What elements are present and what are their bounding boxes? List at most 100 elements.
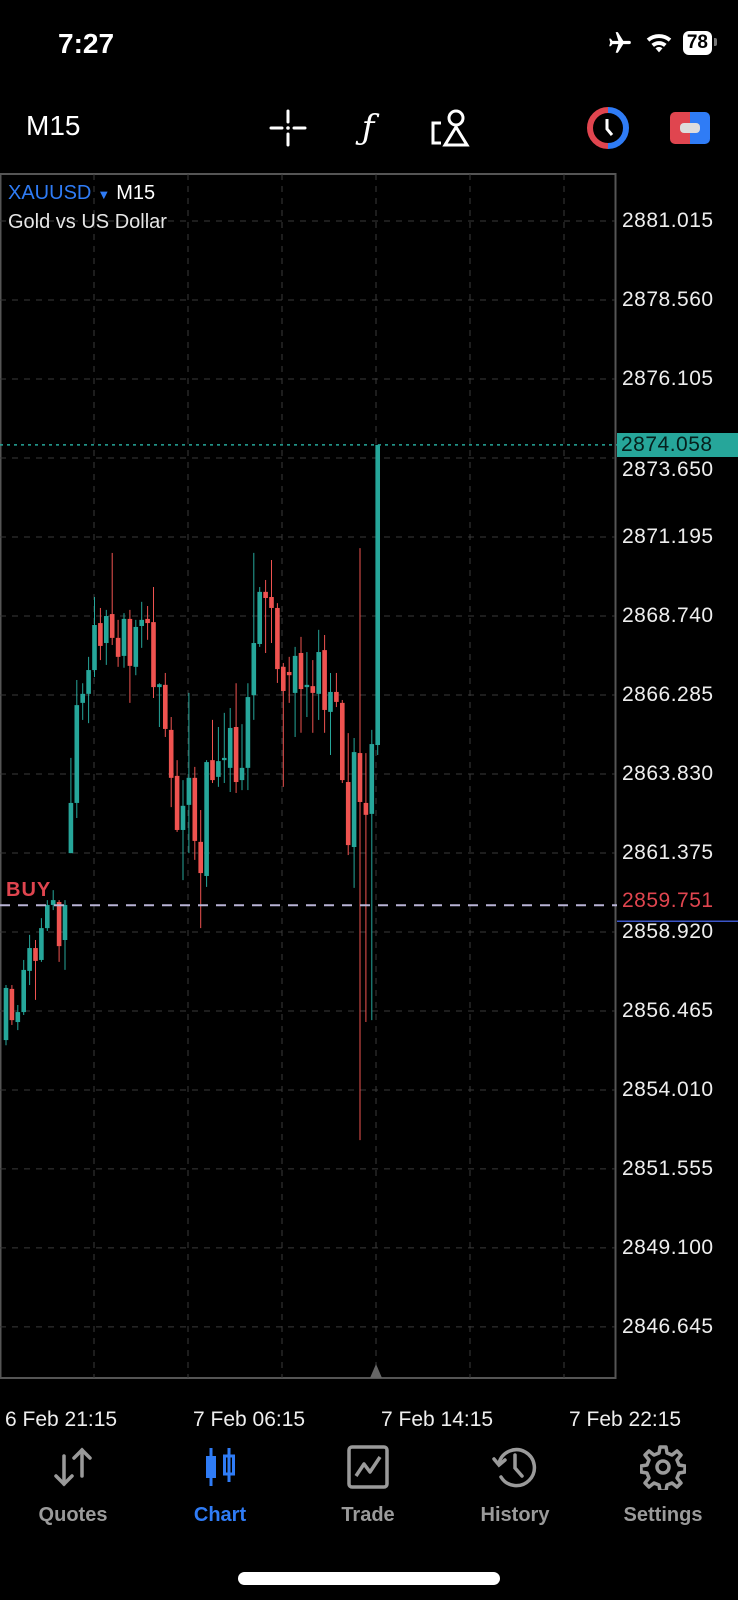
one-click-trading-icon[interactable] — [586, 106, 630, 150]
candle-bear — [192, 777, 198, 841]
symbol-selector[interactable]: XAUUSD ▼ M15 — [8, 182, 155, 205]
candle-bull — [328, 691, 333, 712]
price-tick-label: 2878.560 — [622, 288, 714, 312]
candle-bull — [227, 727, 233, 768]
timeframe-button[interactable]: M15 — [26, 110, 81, 141]
chart-candles-icon — [160, 1440, 280, 1494]
price-tick-label: 2871.195 — [622, 525, 714, 548]
candle-bull — [304, 684, 310, 688]
chart-frame — [0, 173, 617, 1379]
candle-bull — [74, 705, 80, 803]
candle-bull — [351, 752, 357, 848]
candle-bull — [186, 777, 192, 805]
tab-label: History — [480, 1504, 550, 1526]
price-tick-label: 2849.100 — [622, 1235, 714, 1259]
dropdown-arrow-icon: ▼ — [97, 187, 111, 202]
candle-bull — [92, 625, 97, 671]
price-tick-label: 2851.555 — [622, 1156, 714, 1180]
candle-bull — [292, 655, 298, 693]
candle-bear — [363, 802, 369, 815]
symbol-name: XAUUSD — [8, 182, 92, 204]
candle-bear — [127, 618, 133, 666]
candle-bull — [104, 616, 109, 644]
candle-bull — [68, 802, 74, 854]
candle-bear — [115, 637, 121, 657]
settings-gear-icon — [603, 1440, 723, 1494]
time-tick-label: 7 Feb 14:15 — [381, 1408, 494, 1431]
candle-bull — [180, 805, 186, 830]
candle-bear — [163, 684, 168, 729]
objects-icon[interactable] — [428, 106, 472, 150]
candle-bull — [222, 757, 227, 761]
price-tick-label: 2861.375 — [622, 840, 714, 864]
indicators-f-icon[interactable]: ƒ — [361, 108, 375, 148]
candle-bear — [98, 623, 103, 646]
quotes-arrows-icon — [13, 1440, 133, 1494]
candle-bull — [86, 670, 91, 694]
candle-bear — [198, 841, 203, 874]
candle-bear — [322, 650, 327, 710]
tab-label: Quotes — [38, 1504, 108, 1526]
candle-bear — [345, 782, 351, 846]
tab-quotes[interactable]: Quotes — [13, 1440, 133, 1527]
symbol-description: Gold vs US Dollar — [8, 211, 167, 233]
wifi-icon — [646, 34, 672, 53]
tab-trade[interactable]: Trade — [308, 1440, 428, 1527]
tab-label: Trade — [341, 1504, 395, 1526]
status-time: 7:27 — [58, 28, 115, 59]
candle-bear — [281, 666, 286, 691]
trade-panel-icon[interactable] — [668, 106, 712, 150]
candle-bear — [357, 753, 363, 802]
price-tick-label: 2846.645 — [622, 1314, 714, 1338]
candle-bull — [21, 969, 26, 1013]
candle-bull — [251, 643, 257, 696]
candle-bear — [269, 597, 274, 608]
battery-icon: 78 — [682, 31, 718, 55]
candle-bear — [298, 653, 304, 690]
candle-bull — [257, 591, 262, 644]
price-chart[interactable] — [0, 0, 738, 1440]
tab-label: Chart — [193, 1504, 247, 1526]
candle-bear — [310, 686, 316, 693]
candle-bull — [245, 697, 251, 768]
candle-bear — [9, 988, 15, 1021]
price-tick-label: 2863.830 — [622, 761, 714, 785]
status-icons: 78 — [605, 30, 718, 56]
airplane-icon — [609, 32, 631, 53]
buy-position-label[interactable]: BUY — [6, 879, 52, 901]
candle-bear — [174, 775, 180, 830]
price-tick-label: 2876.105 — [622, 367, 714, 391]
candle-bear — [145, 618, 150, 624]
candle-bear — [340, 702, 345, 781]
candle-bull — [80, 693, 85, 703]
price-tick-label: 2858.920 — [622, 919, 714, 943]
candle-bear — [33, 948, 38, 961]
candle-bull — [157, 684, 162, 688]
crosshair-icon[interactable] — [266, 106, 310, 150]
home-indicator[interactable] — [238, 1572, 500, 1585]
candle-bull — [39, 928, 44, 960]
tab-bar: Quotes Chart Trade History Settings — [0, 1440, 738, 1540]
price-tick-label: 2873.650 — [622, 457, 714, 481]
chart-timeframe: M15 — [116, 182, 156, 204]
candle-bear — [275, 607, 280, 670]
candle-bull — [316, 652, 321, 694]
price-tick-label: 2856.465 — [622, 998, 714, 1022]
candle-bull — [375, 444, 380, 746]
tab-chart[interactable]: Chart — [160, 1440, 280, 1527]
buy-price-label: 2859.751 — [622, 889, 714, 913]
candle-bull — [62, 904, 68, 941]
candle-bull — [27, 948, 32, 971]
price-tick-label: 2854.010 — [622, 1077, 714, 1101]
candle-bull — [45, 904, 50, 929]
price-tick-label: 2868.740 — [622, 604, 714, 627]
price-tick-label: 2866.285 — [622, 682, 714, 706]
time-tick-label: 6 Feb 21:15 — [5, 1408, 118, 1431]
candle-bear — [334, 691, 339, 702]
tab-history[interactable]: History — [455, 1440, 575, 1527]
candle-bear — [286, 671, 292, 676]
candle-bull — [121, 618, 127, 656]
time-tick-label: 7 Feb 22:15 — [569, 1408, 682, 1431]
candle-bull — [133, 626, 139, 667]
tab-settings[interactable]: Settings — [603, 1440, 723, 1527]
